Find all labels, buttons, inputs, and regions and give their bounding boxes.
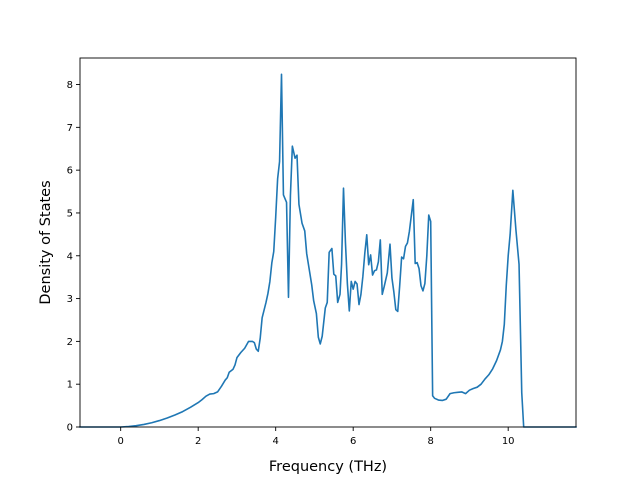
series-line-dos [79, 73, 577, 428]
x-tick-label: 10 [502, 436, 515, 447]
y-tick-label: 5 [67, 208, 73, 219]
y-tick-label: 7 [67, 123, 73, 134]
y-tick-label: 6 [67, 166, 73, 177]
plot-area [79, 73, 577, 428]
x-tick-label: 4 [273, 436, 279, 447]
y-tick-label: 2 [67, 337, 73, 348]
y-axis-ticks: 0 1 2 3 4 5 6 7 8 [67, 80, 80, 434]
y-tick-label: 3 [67, 294, 73, 305]
x-tick-label: 2 [195, 436, 201, 447]
y-tick-label: 1 [67, 380, 73, 391]
y-tick-label: 8 [67, 80, 73, 91]
x-axis-label: Frequency (THz) [269, 459, 387, 475]
y-axis-label: Density of States [38, 180, 54, 304]
y-tick-label: 0 [67, 423, 73, 434]
x-tick-label: 8 [428, 436, 434, 447]
x-tick-label: 0 [118, 436, 124, 447]
y-tick-label: 4 [67, 251, 73, 262]
x-tick-label: 6 [350, 436, 356, 447]
axes-frame [79, 57, 577, 428]
x-axis-ticks: 0 2 4 6 8 10 [118, 427, 515, 447]
